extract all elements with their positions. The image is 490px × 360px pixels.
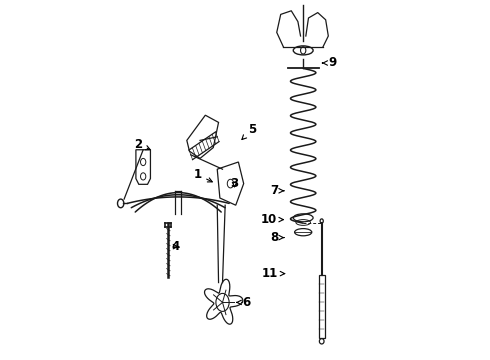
Text: 11: 11 xyxy=(262,267,285,280)
Text: 1: 1 xyxy=(193,168,212,182)
Text: 2: 2 xyxy=(134,138,150,150)
Text: 5: 5 xyxy=(242,123,256,140)
Text: 10: 10 xyxy=(261,213,283,226)
Text: 7: 7 xyxy=(270,184,284,197)
Text: 3: 3 xyxy=(230,177,239,190)
Text: 4: 4 xyxy=(171,240,179,253)
Text: 8: 8 xyxy=(270,231,284,244)
Bar xyxy=(319,275,324,338)
Text: 6: 6 xyxy=(237,296,250,309)
Text: 9: 9 xyxy=(322,57,337,69)
